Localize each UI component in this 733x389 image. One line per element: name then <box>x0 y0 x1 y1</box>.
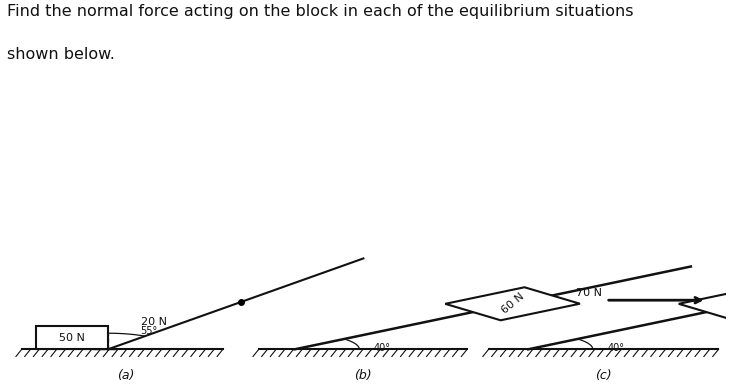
Polygon shape <box>445 287 580 320</box>
Text: 70 N: 70 N <box>576 288 603 298</box>
Text: 55°: 55° <box>140 326 158 336</box>
Polygon shape <box>679 287 733 320</box>
Text: 60 N: 60 N <box>499 292 526 316</box>
Text: 20 N: 20 N <box>141 317 166 327</box>
Text: (a): (a) <box>117 368 135 382</box>
Text: shown below.: shown below. <box>7 47 115 62</box>
Bar <box>36 326 108 349</box>
Text: (c): (c) <box>595 368 612 382</box>
Text: 40°: 40° <box>608 343 625 353</box>
Text: (b): (b) <box>354 368 372 382</box>
Text: Find the normal force acting on the block in each of the equilibrium situations: Find the normal force acting on the bloc… <box>7 4 634 19</box>
Text: 50 N: 50 N <box>59 333 85 343</box>
Text: 40°: 40° <box>374 343 391 353</box>
